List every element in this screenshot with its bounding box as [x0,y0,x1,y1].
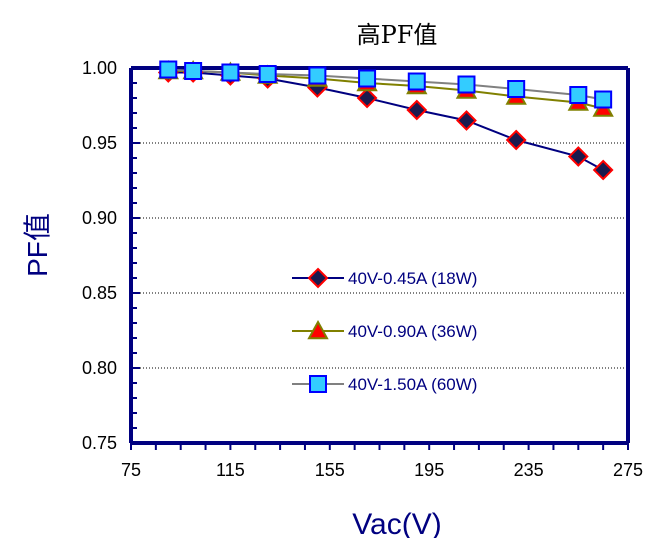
legend-marker [307,319,329,340]
data-point [406,99,428,121]
x-axis-label: Vac(V) [352,508,441,538]
legend-label: 40V-0.45A (18W) [348,269,477,288]
gridlines [131,142,628,369]
data-point [594,90,613,109]
y-tick-label: 0.75 [82,433,117,453]
x-tick-label: 75 [121,460,141,480]
y-tick-label: 0.85 [82,283,117,303]
tick-marks [130,67,629,450]
legend-label: 40V-1.50A (60W) [348,375,477,394]
x-tick-label: 275 [613,460,643,480]
data-point [592,159,614,181]
data-point [356,87,378,109]
chart-title: 高PF值 [357,21,438,49]
y-tick-label: 0.90 [82,208,117,228]
data-point [457,75,476,94]
data-point [567,146,589,167]
x-tick-label: 195 [414,460,444,480]
y-tick-label: 0.95 [82,133,117,153]
y-tick-labels: 1.00 0.95 0.90 0.85 0.80 0.75 [82,58,117,453]
series-markers [157,59,614,181]
data-point [184,62,203,80]
data-point [159,60,178,79]
y-tick-label: 1.00 [82,58,117,78]
data-point [407,72,426,91]
data-point [308,66,327,85]
x-tick-labels: 75 115 155 195 235 275 [121,460,643,480]
data-point [358,69,377,88]
series-line [168,71,604,171]
x-tick-label: 155 [315,460,345,480]
data-point [507,80,526,98]
data-point [456,110,477,131]
x-tick-label: 235 [514,460,544,480]
y-axis-label: PF值 [22,213,53,277]
legend-marker [309,375,327,393]
data-point [258,65,277,83]
data-point [505,129,527,151]
series-lines [168,68,604,171]
legend-label: 40V-0.90A (36W) [348,322,477,341]
data-point [569,86,588,104]
y-tick-label: 0.80 [82,358,117,378]
legend-marker [307,267,329,289]
legend: 40V-0.45A (18W) 40V-0.90A (36W) 40V-1.50A … [292,267,477,394]
data-point [221,63,240,82]
x-tick-label: 115 [216,460,245,480]
